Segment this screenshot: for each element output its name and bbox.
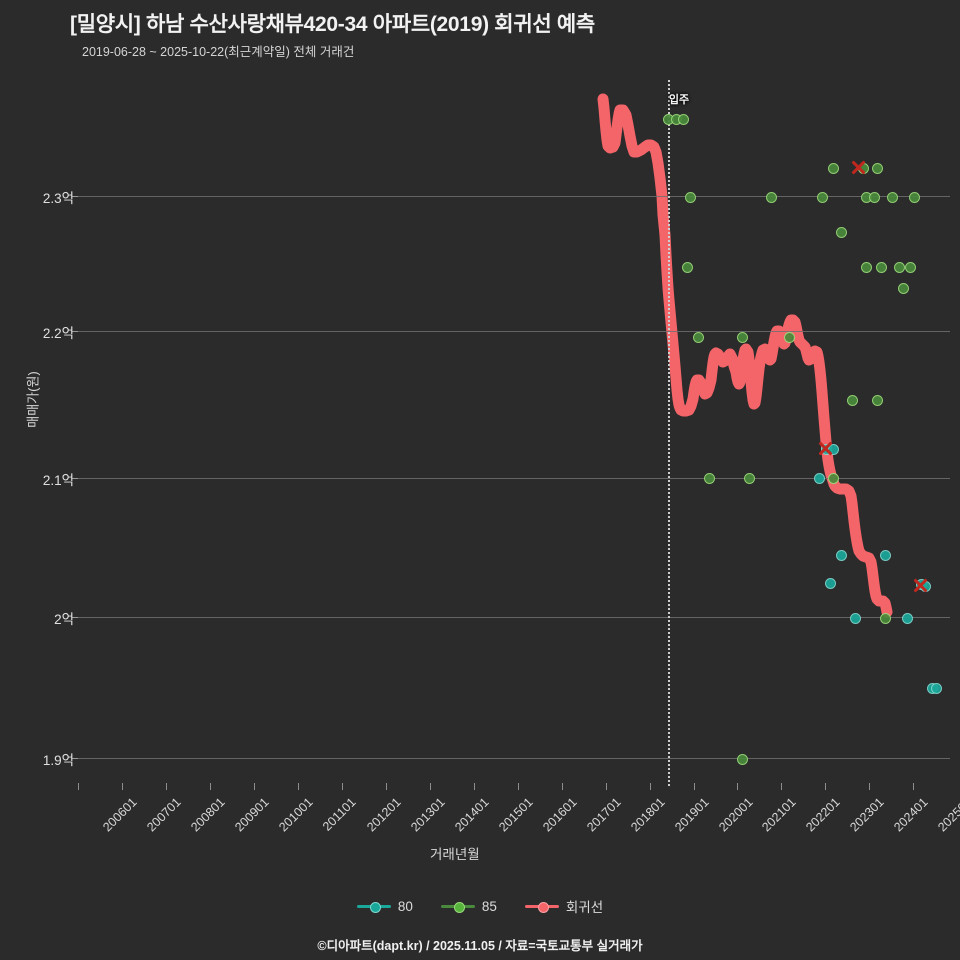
legend-label-85: 85	[481, 898, 497, 914]
x-tick-mark	[869, 783, 871, 790]
legend-marker-85-icon	[440, 900, 475, 913]
scatter-point-85[interactable]	[835, 226, 847, 238]
x-tick-mark	[781, 783, 783, 790]
x-tick-mark	[737, 783, 739, 790]
scatter-point-85[interactable]	[861, 261, 873, 273]
scatter-point-80[interactable]	[850, 613, 862, 624]
x-tick-mark	[561, 783, 563, 790]
x-axis-label: 거래년월	[430, 847, 480, 862]
scatter-point-80[interactable]	[813, 472, 825, 484]
y-axis-label: 매매가(원)	[25, 371, 41, 428]
scatter-point-85[interactable]	[817, 191, 829, 203]
scatter-point-85[interactable]	[736, 332, 748, 343]
scatter-point-85[interactable]	[846, 395, 858, 407]
regression-line	[597, 93, 893, 618]
scatter-point-80[interactable]	[824, 577, 836, 589]
scatter-point-85[interactable]	[894, 261, 906, 273]
x-tick-mark	[297, 783, 299, 790]
x-tick-mark	[209, 783, 211, 790]
legend-item-85[interactable]: 85	[440, 898, 497, 914]
x-tick-mark	[429, 783, 431, 790]
y-gridline	[78, 617, 950, 618]
move-in-marker-line	[667, 80, 670, 786]
scatter-point-85[interactable]	[905, 261, 917, 273]
y-tick-label: 1.9억	[42, 753, 74, 768]
scatter-point-85[interactable]	[681, 261, 693, 273]
y-tick-label: 2억	[54, 612, 74, 627]
scatter-point-85[interactable]	[743, 472, 755, 484]
y-gridline	[78, 331, 950, 332]
x-tick-mark	[473, 783, 475, 790]
scatter-point-85[interactable]	[872, 395, 884, 407]
x-tick-mark	[693, 783, 695, 790]
y-gridline	[78, 478, 950, 479]
cancelled-transaction-marker[interactable]	[850, 159, 867, 176]
cancelled-transaction-marker[interactable]	[912, 577, 929, 594]
scatter-point-85[interactable]	[692, 332, 704, 343]
scatter-point-85[interactable]	[828, 472, 840, 484]
y-tick-mark	[72, 478, 78, 479]
legend-label-80: 80	[397, 898, 413, 914]
y-tick-mark	[72, 196, 78, 197]
scatter-point-85[interactable]	[765, 191, 777, 203]
x-tick-mark	[385, 783, 387, 790]
footer-credit: ©디아파트(dapt.kr) / 2025.11.05 / 자료=국토교통부 실…	[317, 939, 643, 953]
x-tick-mark	[341, 783, 343, 790]
scatter-point-85[interactable]	[868, 191, 880, 203]
scatter-point-85[interactable]	[875, 261, 887, 273]
page-subtitle: 2019-06-28 ~ 2025-10-22(최근계약일) 전체 거래건	[82, 45, 355, 59]
scatter-point-85[interactable]	[703, 472, 715, 484]
scatter-point-85[interactable]	[736, 753, 748, 765]
y-tick-label: 2.2억	[42, 326, 74, 341]
legend-marker-regression-icon	[524, 900, 559, 913]
x-tick-mark	[253, 783, 255, 790]
scatter-point-80[interactable]	[901, 613, 913, 624]
scatter-point-80[interactable]	[879, 549, 891, 561]
page-title: [밀양시] 하남 수산사랑채뷰420-34 아파트(2019) 회귀선 예측	[70, 13, 595, 36]
scatter-point-85[interactable]	[879, 613, 891, 624]
legend-item-regression[interactable]: 회귀선	[524, 896, 604, 916]
legend-item-80[interactable]: 80	[356, 898, 413, 914]
scatter-point-85[interactable]	[685, 191, 697, 203]
x-tick-mark	[649, 783, 651, 790]
cancelled-transaction-marker[interactable]	[817, 440, 834, 457]
y-gridline	[78, 196, 950, 197]
scatter-point-85[interactable]	[872, 163, 884, 175]
y-tick-mark	[72, 758, 78, 759]
x-tick-mark	[913, 783, 915, 790]
x-tick-mark	[165, 783, 167, 790]
scatter-point-85[interactable]	[678, 114, 690, 126]
x-tick-mark	[121, 783, 123, 790]
y-gridline	[78, 758, 950, 759]
move-in-label: 입주	[668, 94, 690, 106]
y-tick-mark	[72, 331, 78, 332]
scatter-point-80[interactable]	[835, 549, 847, 561]
scatter-point-85[interactable]	[886, 191, 898, 203]
scatter-point-85[interactable]	[828, 163, 840, 175]
legend-marker-80-icon	[356, 900, 391, 913]
x-tick-mark	[78, 783, 79, 790]
scatter-point-85[interactable]	[784, 332, 796, 343]
scatter-point-85[interactable]	[897, 282, 909, 294]
y-tick-label: 2.3억	[42, 191, 74, 206]
legend-label-regression: 회귀선	[565, 900, 604, 915]
y-tick-label: 2.1억	[42, 473, 74, 488]
x-tick-mark	[825, 783, 827, 790]
legend: 80 85 회귀선	[0, 896, 960, 916]
x-tick-mark	[605, 783, 607, 790]
scatter-point-80[interactable]	[930, 683, 942, 695]
y-tick-mark	[72, 617, 78, 618]
scatter-point-85[interactable]	[908, 191, 920, 203]
x-tick-mark	[517, 783, 519, 790]
